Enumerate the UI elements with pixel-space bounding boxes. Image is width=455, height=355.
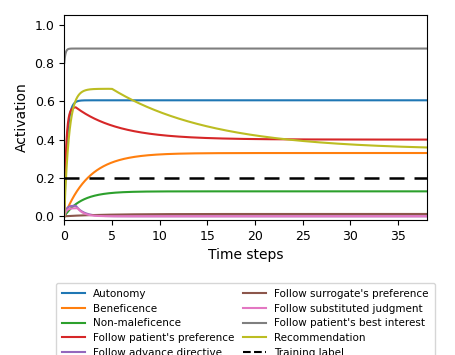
Y-axis label: Activation: Activation (15, 83, 29, 152)
X-axis label: Time steps: Time steps (208, 248, 283, 262)
Legend: Autonomy, Beneficence, Non-maleficence, Follow patient's preference, Follow adva: Autonomy, Beneficence, Non-maleficence, … (56, 283, 435, 355)
